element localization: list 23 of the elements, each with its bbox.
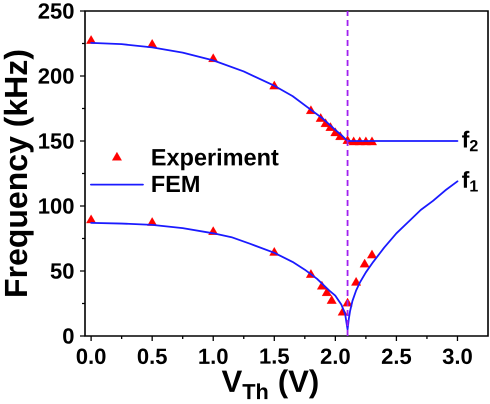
x-tick-label: 0.5 xyxy=(138,348,167,364)
legend-label: FEM xyxy=(152,176,199,192)
y-axis-title: Frequency (kHz) xyxy=(4,50,34,296)
y-tick-label: 50 xyxy=(50,263,74,279)
annotation: f$_{1}$ xyxy=(462,171,478,192)
point xyxy=(322,287,332,296)
x-tick-label: 1.0 xyxy=(199,348,228,364)
y-tick-label: 100 xyxy=(39,198,74,214)
legend-label: Experiment xyxy=(152,148,279,170)
point xyxy=(367,250,377,258)
y-tick-label: 0 xyxy=(63,328,74,344)
x-tick-label: 2.0 xyxy=(320,348,350,364)
x-tick-label: 0.0 xyxy=(76,348,106,364)
annotation: f$_{2}$ xyxy=(462,130,478,152)
point xyxy=(360,258,370,268)
x-tick-label: 3.0 xyxy=(442,348,472,364)
x-tick-label: 1.5 xyxy=(260,348,289,364)
point xyxy=(326,295,337,304)
y-tick-label: 200 xyxy=(38,68,74,84)
y-tick-label: 150 xyxy=(39,133,74,149)
x-tick-label: 2.5 xyxy=(382,348,412,364)
x-axis-title: V$_{Th}$ (V) xyxy=(222,369,318,400)
y-tick-label: 250 xyxy=(38,3,74,19)
